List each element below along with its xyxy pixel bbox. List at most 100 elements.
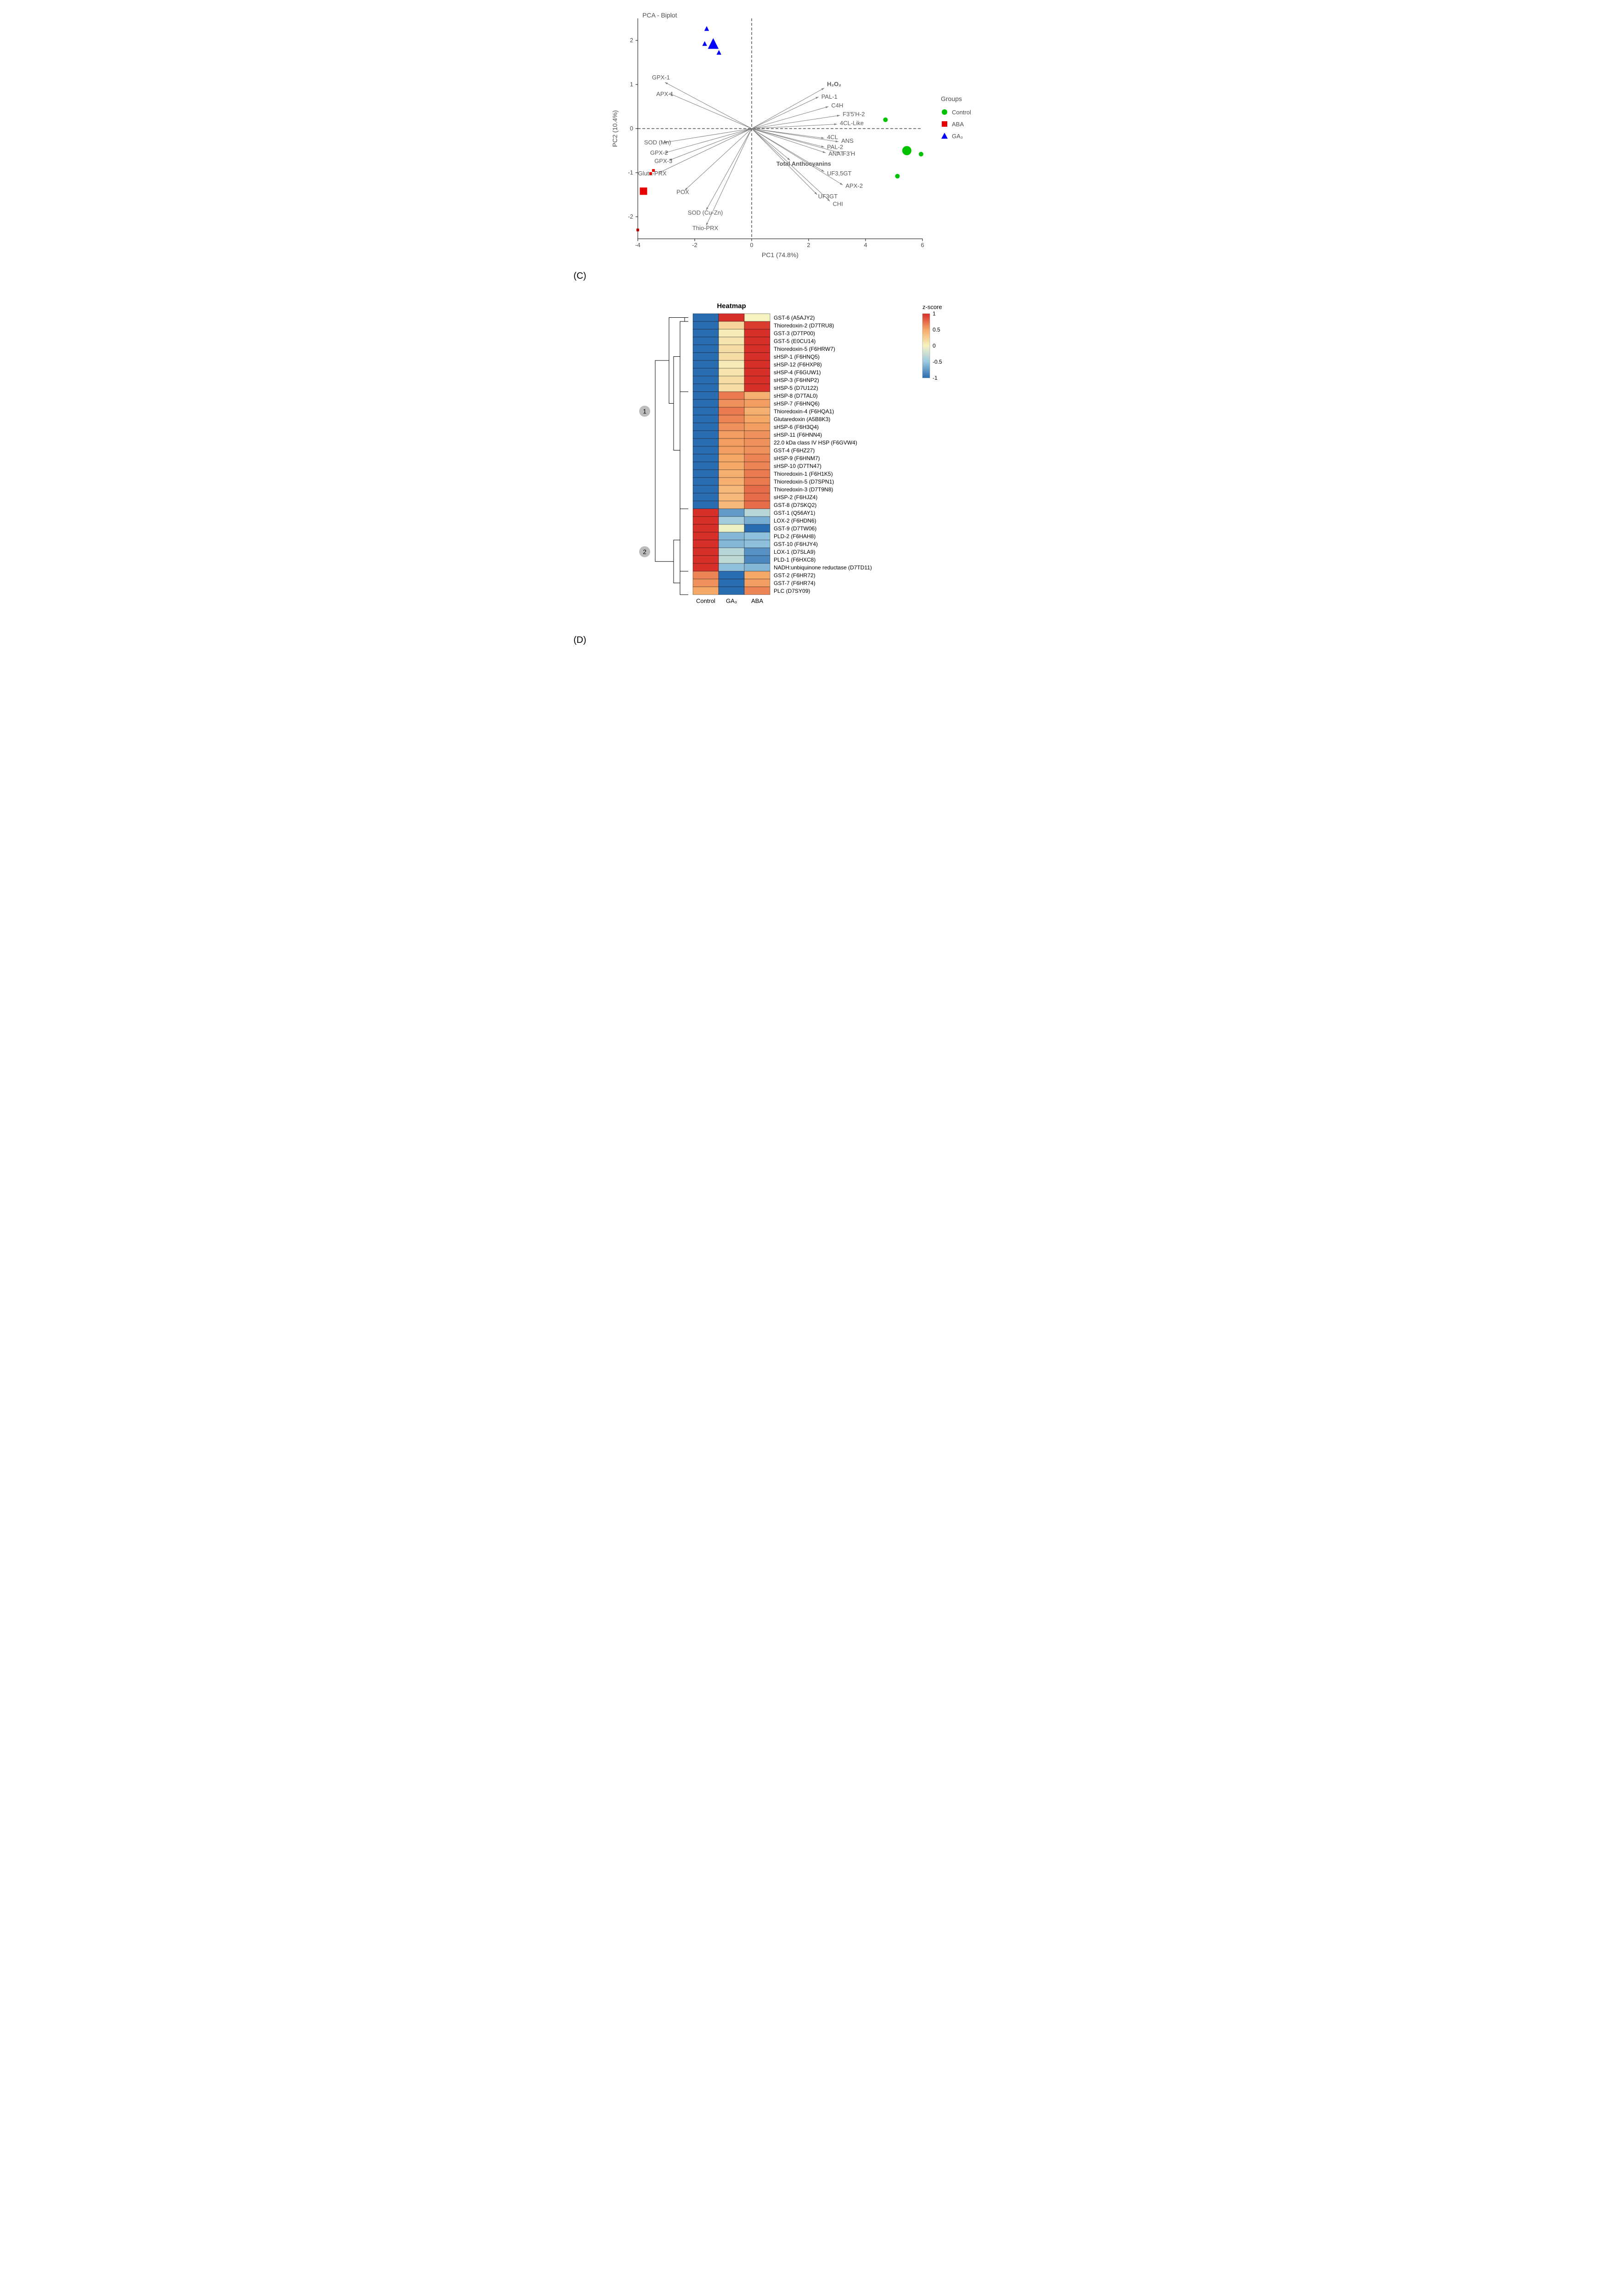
- heatmap-cell: [744, 439, 770, 446]
- y-tick-label: 0: [630, 125, 633, 132]
- panel-letter-d: (D): [574, 635, 1023, 646]
- heatmap-cell: [744, 556, 770, 563]
- legend-marker: [941, 133, 948, 139]
- heatmap-cell: [693, 556, 719, 563]
- vector-label: C4H: [831, 102, 843, 109]
- heatmap-cell: [719, 446, 744, 454]
- colorbar-title: z-score: [922, 304, 942, 310]
- heatmap-row-label: GST-2 (F6HR72): [774, 572, 815, 579]
- heatmap-row-label: sHSP-11 (F6HNN4): [774, 432, 822, 438]
- legend-marker: [942, 109, 947, 115]
- heatmap-row-label: GST-8 (D7SKQ2): [774, 502, 816, 508]
- dendrogram-branch: [674, 540, 680, 583]
- heatmap-row-label: sHSP-12 (F6HXP8): [774, 361, 822, 368]
- vector-label: Thio-PRX: [692, 225, 719, 231]
- biplot-svg: PCA - BiplotGPX-1APX-1SOD (Mn)GPX-2GPX-3…: [601, 9, 1014, 266]
- heatmap-cell: [744, 571, 770, 579]
- colorbar: [922, 314, 930, 378]
- heatmap-cell: [744, 548, 770, 556]
- legend-label: GA₃: [952, 133, 963, 140]
- heatmap-row-label: GST-1 (Q56AY1): [774, 510, 815, 516]
- heatmap-row-label: Thioredoxin-3 (D7T9N8): [774, 486, 833, 493]
- heatmap-cell: [693, 446, 719, 454]
- heatmap-cell: [719, 462, 744, 470]
- y-tick-label: 1: [630, 81, 633, 88]
- heatmap-row-label: GST-7 (F6HR74): [774, 580, 815, 586]
- heatmap-cell: [719, 454, 744, 462]
- heatmap-cell: [719, 579, 744, 587]
- heatmap-cell: [719, 321, 744, 329]
- heatmap-cell: [693, 478, 719, 485]
- data-point: [640, 187, 647, 195]
- heatmap-cell: [719, 563, 744, 571]
- panel-letter-c: (C): [574, 271, 1023, 281]
- cluster-badge-label: 2: [643, 548, 647, 556]
- heatmap-row-label: GST-9 (D7TW06): [774, 525, 816, 532]
- data-point: [919, 152, 923, 157]
- heatmap-cell: [719, 548, 744, 556]
- y-tick-label: 2: [630, 37, 633, 44]
- heatmap-cell: [693, 571, 719, 579]
- heatmap-cell: [719, 337, 744, 345]
- heatmap-cell: [693, 423, 719, 431]
- heatmap-cell: [693, 587, 719, 595]
- heatmap-row-label: sHSP-9 (F6HNM7): [774, 455, 820, 461]
- colorbar-tick-label: -1: [933, 375, 938, 381]
- heatmap-row-label: Thioredoxin-4 (F6HQA1): [774, 408, 834, 415]
- heatmap-cell: [719, 353, 744, 360]
- heatmap-row-label: Thioredoxin-2 (D7TRU8): [774, 322, 834, 329]
- vector-label: H₂O₂: [827, 81, 841, 88]
- heatmap-cell: [744, 376, 770, 384]
- heatmap-row-label: sHSP-4 (F6GUW1): [774, 369, 821, 376]
- data-point: [703, 41, 707, 46]
- vector-label: POX: [676, 188, 689, 195]
- heatmap-row-label: sHSP-1 (F6HNQ5): [774, 354, 820, 360]
- heatmap-row-label: Thioredoxin-5 (D7SPN1): [774, 478, 834, 485]
- x-axis-title: PC1 (74.8%): [762, 251, 798, 259]
- data-point: [895, 174, 900, 179]
- vector-label: Total Anthocyanins: [776, 160, 831, 167]
- heatmap-plot: HeatmapGST-6 (A5AJY2)Thioredoxin-2 (D7TR…: [601, 300, 1014, 630]
- cluster-badge-label: 1: [643, 408, 647, 415]
- heatmap-cell: [693, 415, 719, 423]
- heatmap-col-label: ABA: [751, 597, 763, 604]
- heatmap-cell: [719, 493, 744, 501]
- heatmap-cell: [693, 392, 719, 400]
- vector: [669, 129, 752, 160]
- heatmap-cell: [719, 360, 744, 368]
- heatmap-row-label: sHSP-5 (D7U122): [774, 385, 818, 391]
- heatmap-cell: [693, 376, 719, 384]
- heatmap-cell: [719, 478, 744, 485]
- vector: [665, 82, 752, 129]
- heatmap-cell: [693, 321, 719, 329]
- heatmap-cell: [693, 439, 719, 446]
- heatmap-cell: [719, 524, 744, 532]
- vector: [706, 129, 752, 210]
- heatmap-cell: [719, 345, 744, 353]
- heatmap-cell: [693, 493, 719, 501]
- heatmap-col-label: Control: [696, 597, 715, 604]
- heatmap-cell: [744, 446, 770, 454]
- vector: [752, 97, 819, 129]
- heatmap-cell: [744, 454, 770, 462]
- vector-label: SOD (Mn): [644, 139, 671, 146]
- vector-label: GPX-2: [650, 149, 668, 156]
- dendrogram-branch: [680, 392, 688, 509]
- figure-container: PCA - BiplotGPX-1APX-1SOD (Mn)GPX-2GPX-3…: [574, 9, 1023, 646]
- colorbar-tick-label: 0: [933, 343, 936, 349]
- heatmap-svg: HeatmapGST-6 (A5AJY2)Thioredoxin-2 (D7TR…: [601, 300, 1014, 630]
- data-point: [902, 146, 911, 155]
- heatmap-cell: [719, 368, 744, 376]
- heatmap-cell: [693, 470, 719, 478]
- heatmap-cell: [693, 329, 719, 337]
- heatmap-cell: [719, 431, 744, 439]
- vector: [752, 129, 826, 153]
- colorbar-tick-label: -0.5: [933, 359, 942, 365]
- heatmap-cell: [744, 423, 770, 431]
- heatmap-cell: [719, 400, 744, 407]
- data-point: [717, 50, 721, 55]
- vector-label: 4CL-Like: [840, 119, 864, 126]
- heatmap-cell: [744, 314, 770, 321]
- y-tick-label: -2: [628, 213, 633, 220]
- vector-label: F3'H: [843, 150, 855, 157]
